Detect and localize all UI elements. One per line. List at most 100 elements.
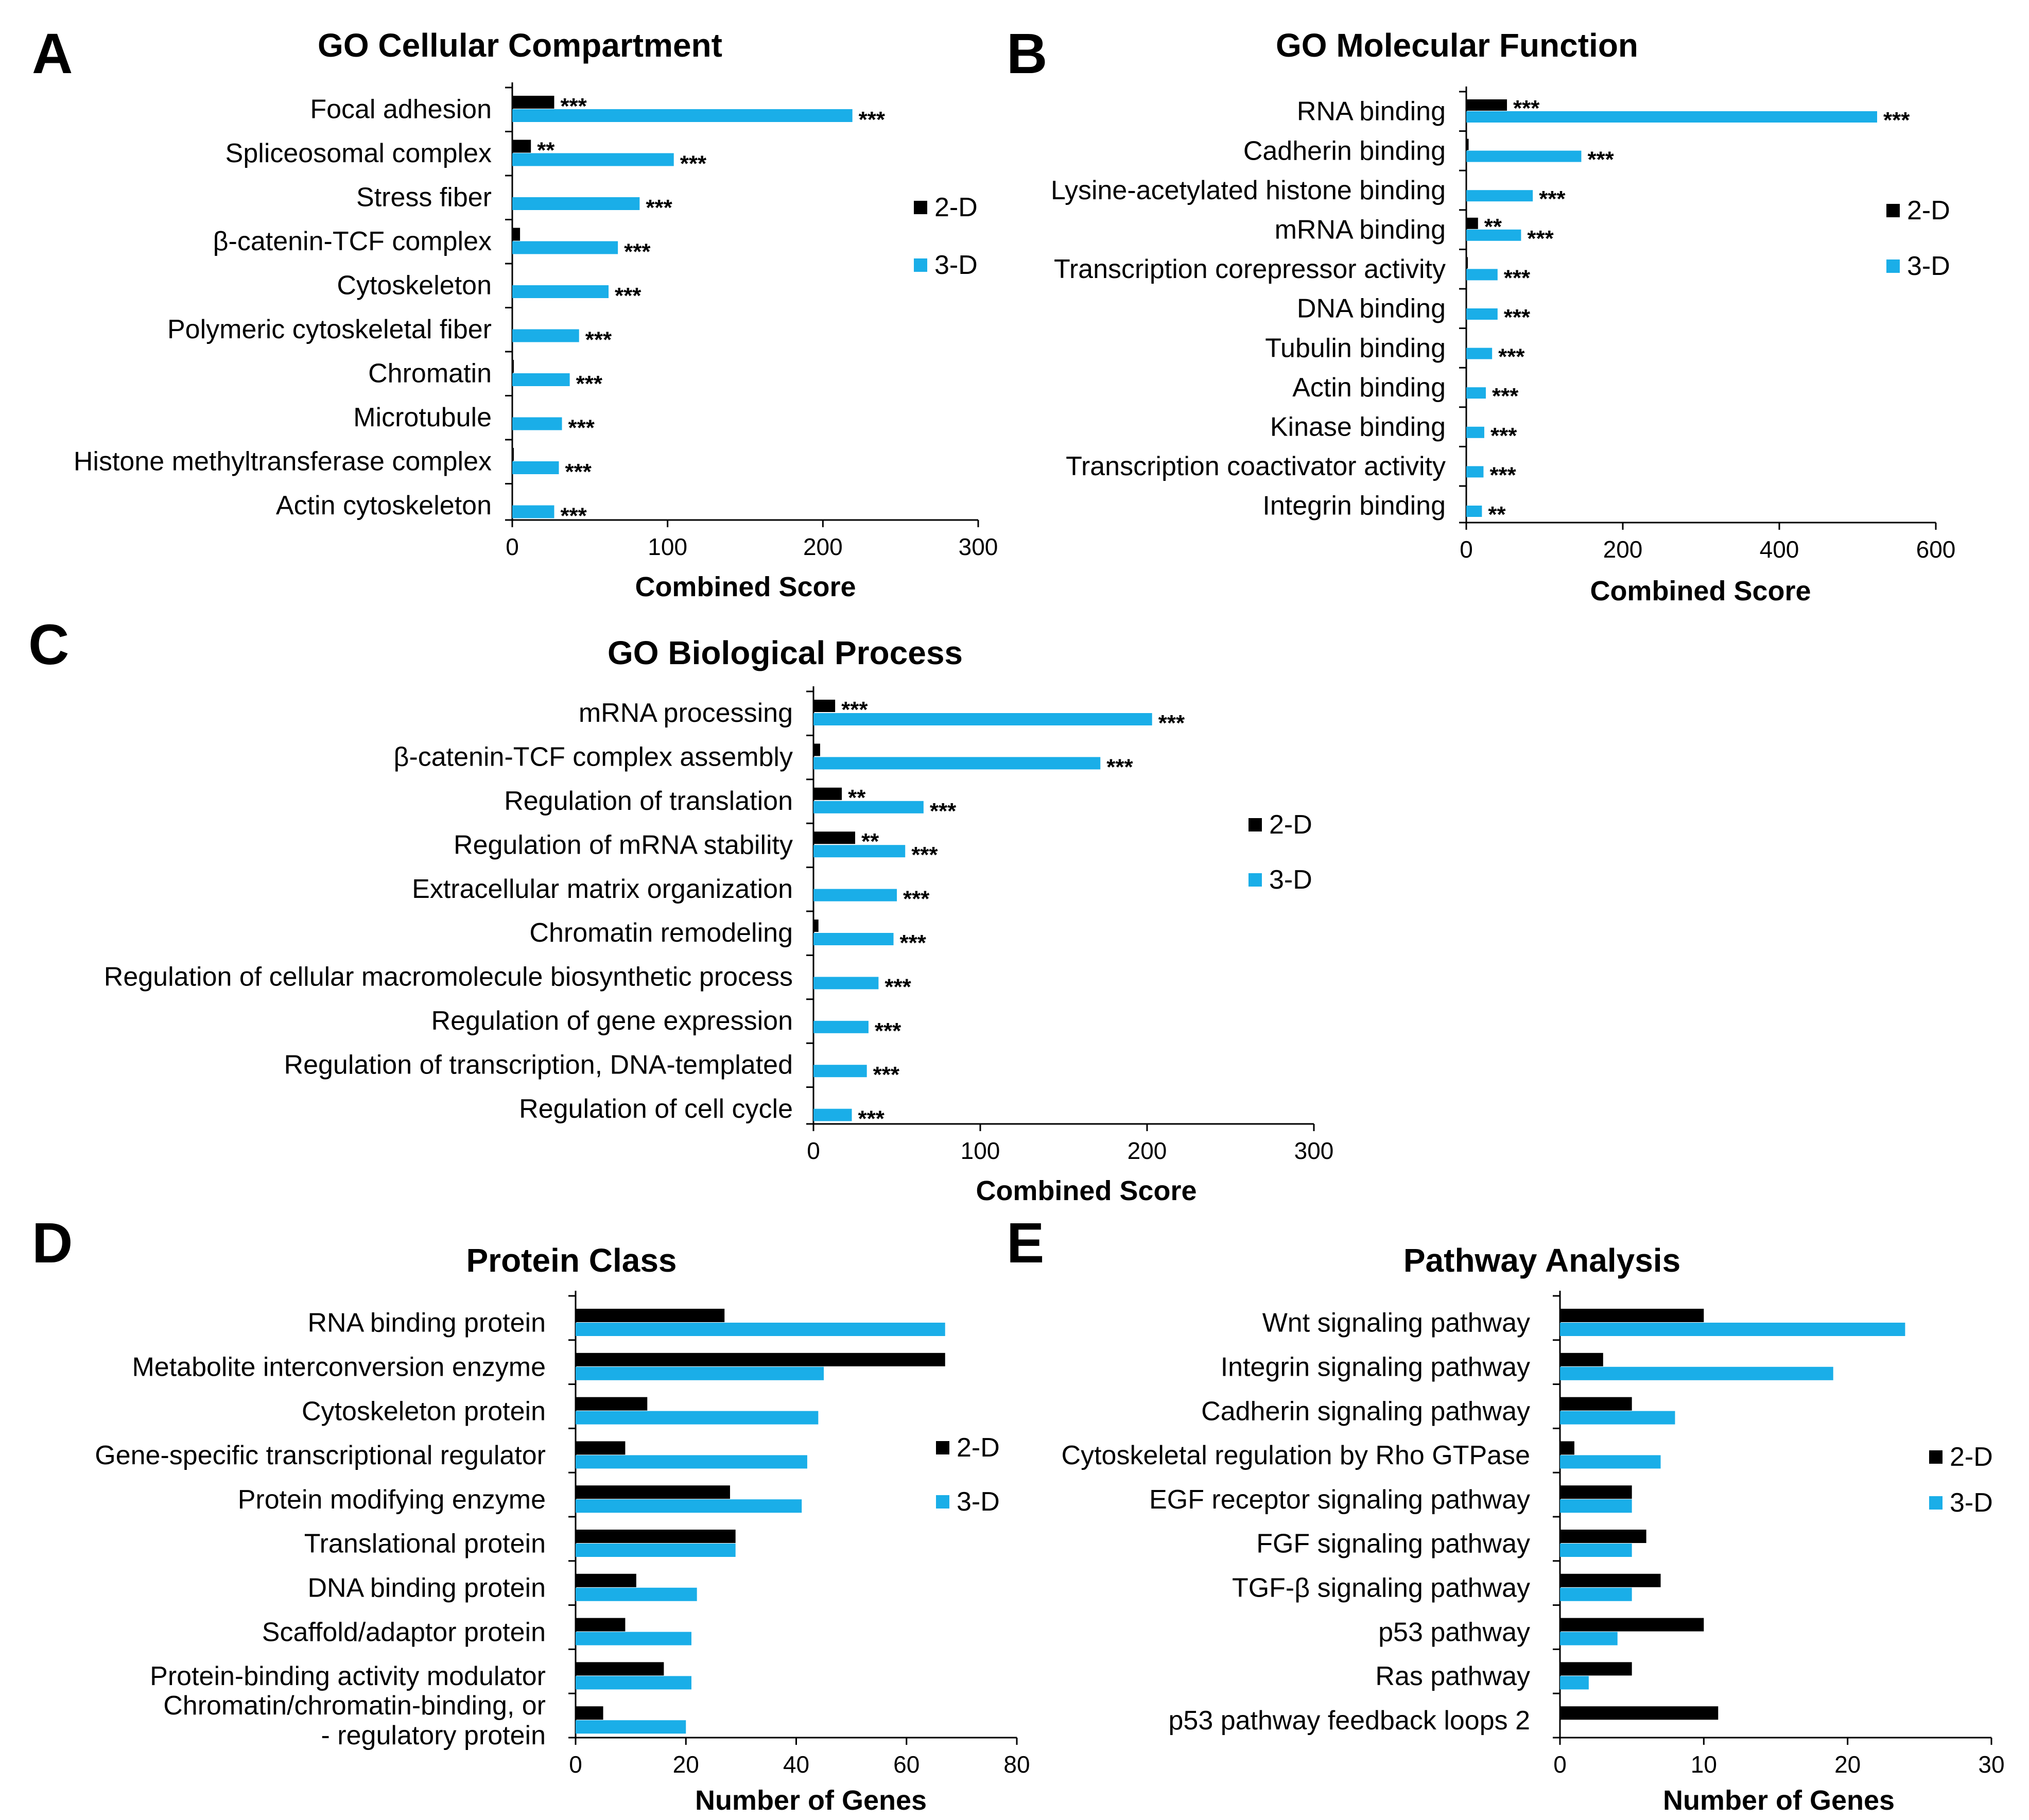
bar-3d [576, 1632, 691, 1645]
category-label: Cytoskeleton [337, 271, 492, 301]
significance-label: *** [859, 107, 886, 132]
bar-2d [1560, 1573, 1661, 1587]
bar-2d [1560, 1441, 1574, 1455]
category-label: DNA binding [1297, 294, 1446, 324]
bar-3d [813, 801, 924, 813]
bar-3d [1560, 1544, 1632, 1557]
bar-3d [1560, 1366, 1833, 1380]
category-label: Cytoskeletal regulation by Rho GTPase [1062, 1441, 1530, 1470]
x-tick-label: 20 [673, 1751, 699, 1778]
x-tick-label: 200 [1603, 536, 1643, 563]
bar-3d [813, 1065, 867, 1078]
significance-label: *** [1883, 108, 1910, 133]
x-tick-label: 20 [1834, 1751, 1861, 1778]
bar-3d [512, 373, 570, 386]
significance-label: *** [1492, 384, 1519, 409]
panel-e-legend-label-2d: 2-D [1950, 1442, 1993, 1472]
bar-2d [1466, 138, 1469, 150]
bar-3d [512, 417, 562, 430]
bar-2d [1560, 1397, 1632, 1411]
bar-3d [576, 1499, 802, 1513]
category-label: p53 pathway feedback loops 2 [1168, 1706, 1530, 1736]
category-label: Kinase binding [1270, 412, 1446, 442]
bar-3d [576, 1587, 697, 1601]
x-tick-label: 0 [506, 533, 519, 560]
category-label: RNA binding [1297, 97, 1446, 127]
bar-3d [1560, 1411, 1675, 1425]
significance-label: *** [560, 504, 587, 529]
panel-d-legend-swatch-2d [936, 1441, 949, 1454]
x-tick-label: 200 [1128, 1137, 1167, 1164]
panel-b-letter: B [1007, 22, 1047, 85]
category-label: p53 pathway [1378, 1617, 1530, 1647]
panel-a-legend-label-3d: 3-D [934, 250, 978, 280]
bar-3d [576, 1411, 819, 1425]
bar-3d [576, 1720, 686, 1734]
x-tick-label: 10 [1691, 1751, 1717, 1778]
panel-b-legend-label-2d: 2-D [1907, 196, 1950, 226]
category-label: Regulation of mRNA stability [454, 830, 793, 860]
panel-c-legend-swatch-3d [1248, 873, 1262, 887]
x-tick-label: 0 [1553, 1751, 1567, 1778]
x-tick-label: 0 [807, 1137, 820, 1164]
category-label: Gene-specific transcriptional regulator [95, 1441, 546, 1470]
bar-2d [512, 448, 514, 461]
significance-label: *** [903, 887, 930, 912]
panel-e-x-axis-label: Number of Genes [1663, 1785, 1895, 1816]
x-tick-label: 300 [959, 533, 998, 560]
panel-c-legend-label-3d: 3-D [1269, 865, 1312, 895]
bar-2d [576, 1573, 636, 1587]
bar-2d [813, 831, 855, 844]
bar-2d [1466, 217, 1478, 229]
panel-d-x-axis-label: Number of Genes [695, 1785, 927, 1816]
bar-3d [1466, 387, 1486, 399]
bar-3d [512, 285, 609, 298]
bar-3d [512, 109, 853, 122]
x-tick-label: 100 [961, 1137, 1000, 1164]
bar-3d [813, 889, 897, 902]
x-tick-label: 200 [803, 533, 843, 560]
category-label: Integrin binding [1262, 491, 1446, 521]
panel-b-legend-label-3d: 3-D [1907, 251, 1950, 281]
significance-label: *** [1498, 344, 1525, 370]
significance-label: *** [565, 459, 592, 484]
significance-label: *** [1489, 462, 1516, 488]
bar-3d [813, 1108, 852, 1121]
category-label: Polymeric cytoskeletal fiber [167, 315, 492, 344]
bar-2d [1560, 1618, 1704, 1632]
bar-2d [512, 140, 531, 153]
category-label: Stress fiber [356, 183, 492, 213]
panel-e-title: Pathway Analysis [1403, 1242, 1680, 1279]
panel-c-letter: C [28, 613, 69, 677]
bar-3d [1560, 1323, 1905, 1336]
bar-2d [576, 1706, 603, 1720]
x-tick-label: 600 [1916, 536, 1956, 563]
category-label: Focal adhesion [310, 95, 492, 125]
category-label: Tubulin binding [1265, 333, 1446, 363]
bar-3d [1560, 1632, 1618, 1645]
significance-label: *** [1504, 305, 1531, 330]
panel-a-x-axis-label: Combined Score [635, 571, 856, 602]
category-label: β-catenin-TCF complex [213, 227, 492, 256]
panel-d-legend-swatch-3d [936, 1495, 949, 1509]
category-label: EGF receptor signaling pathway [1149, 1485, 1530, 1515]
category-label: mRNA processing [579, 698, 793, 728]
bar-3d [576, 1544, 736, 1557]
bar-3d [512, 241, 618, 254]
x-tick-label: 0 [569, 1751, 582, 1778]
category-label: Integrin signaling pathway [1221, 1353, 1530, 1382]
bar-2d [1560, 1485, 1632, 1499]
category-label: Regulation of gene expression [431, 1006, 793, 1036]
significance-label: *** [885, 974, 911, 999]
category-label: Protein modifying enzyme [238, 1485, 546, 1515]
bar-3d [1466, 348, 1493, 359]
bar-3d [813, 977, 879, 990]
significance-label: *** [615, 283, 641, 308]
panel-b-legend-swatch-3d [1886, 259, 1900, 273]
bar-2d [1466, 257, 1468, 269]
category-label: Regulation of translation [504, 786, 793, 816]
category-label: β-catenin-TCF complex assembly [394, 742, 793, 772]
category-label: Translational protein [304, 1529, 546, 1559]
